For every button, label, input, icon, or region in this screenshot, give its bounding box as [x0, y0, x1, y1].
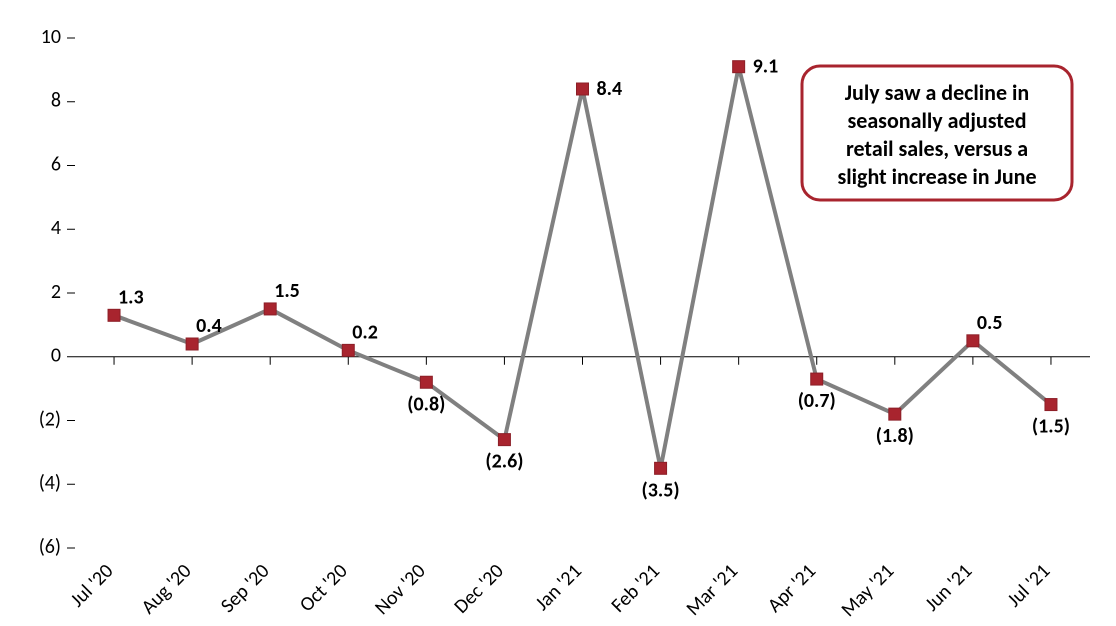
data-label: 8.4 [597, 77, 623, 101]
x-tick-label: Jul '20 [65, 559, 118, 612]
callout-line: slight increase in June [837, 163, 1036, 190]
y-tick-label: (2) [39, 407, 61, 431]
data-marker [577, 83, 589, 95]
data-label: 1.3 [118, 285, 144, 309]
data-label: (1.5) [1032, 415, 1070, 439]
data-label: 0.4 [196, 314, 222, 338]
data-marker [967, 335, 979, 347]
data-marker [186, 338, 198, 350]
data-marker [811, 373, 823, 385]
retail-sales-chart: (6) (4) (2) 0 2 4 6 8 10 Jul '20 Aug '20 Sep '20 Oct… [0, 0, 1116, 626]
x-tick-label: Apr '21 [763, 559, 821, 617]
data-marker [264, 303, 276, 315]
data-label: (0.7) [798, 389, 836, 413]
x-tick-label: Oct '20 [295, 559, 353, 617]
chart-container: (6) (4) (2) 0 2 4 6 8 10 Jul '20 Aug '20 Sep '20 Oct… [0, 0, 1116, 626]
data-label: 1.5 [274, 279, 300, 303]
data-label: (2.6) [485, 450, 523, 474]
y-tick-label: 8 [51, 89, 61, 113]
callout-line: seasonally adjusted [847, 107, 1026, 134]
x-tick-label: Jan '21 [530, 559, 586, 615]
y-tick-label: 6 [51, 152, 61, 176]
data-label: 0.2 [352, 320, 378, 344]
data-label: 9.1 [753, 55, 779, 79]
y-tick-label: (6) [39, 535, 61, 559]
data-marker [733, 61, 745, 73]
data-label: 0.5 [977, 311, 1003, 335]
y-tick-label: 10 [41, 25, 61, 49]
x-tick-label: Aug '20 [136, 559, 196, 619]
x-tick-label: May '21 [836, 559, 899, 622]
y-tick-label: 2 [51, 280, 61, 304]
callout-line: July saw a decline in [845, 79, 1030, 106]
x-tick-label: Nov '20 [370, 559, 431, 620]
x-tick-label: Sep '20 [216, 559, 275, 618]
y-tick-label: 4 [51, 216, 61, 240]
data-label: (3.5) [642, 478, 680, 502]
x-tick-label: Jun '21 [920, 559, 977, 616]
data-marker [655, 462, 667, 474]
data-label: (1.8) [876, 424, 914, 448]
data-marker [1045, 399, 1057, 411]
y-tick-label: 0 [51, 344, 61, 368]
y-tick-label: (4) [39, 471, 61, 495]
data-marker [889, 408, 901, 420]
data-marker [498, 434, 510, 446]
data-label: (0.8) [407, 392, 445, 416]
data-marker [342, 344, 354, 356]
x-tick-label: Feb '21 [606, 559, 664, 617]
x-tick-label: Dec '20 [449, 559, 508, 618]
data-marker [420, 376, 432, 388]
x-tick-label: Jul '21 [1002, 559, 1055, 612]
data-marker [108, 309, 120, 321]
x-tick-label: Mar '21 [681, 559, 742, 620]
callout-line: retail sales, versus a [846, 135, 1028, 162]
